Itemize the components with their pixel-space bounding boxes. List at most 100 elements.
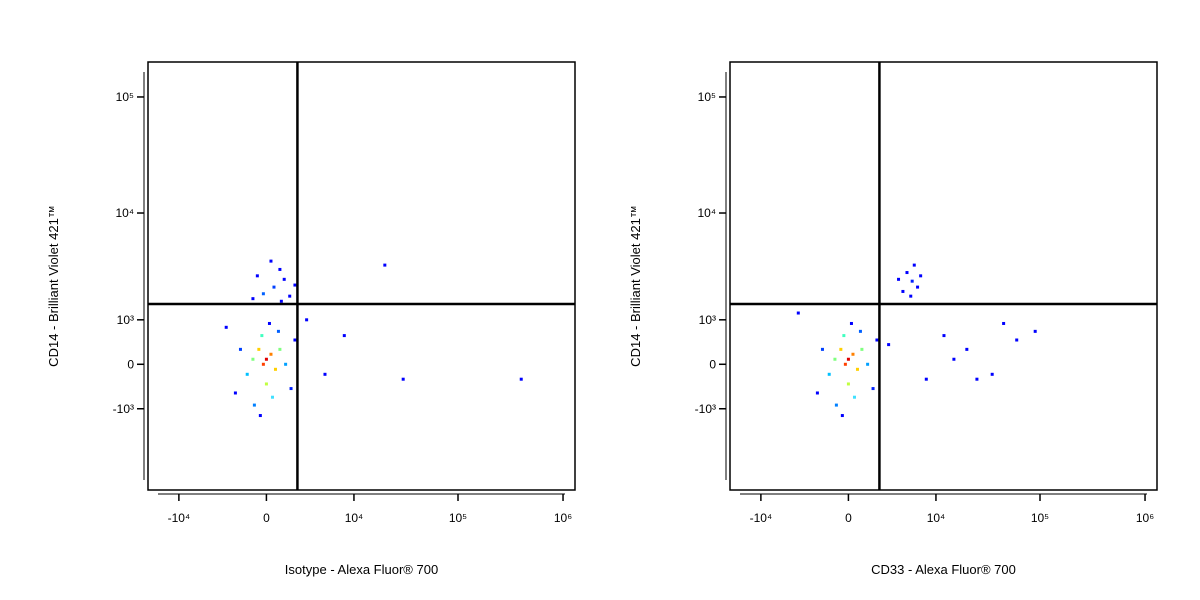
- event-dot: [860, 347, 864, 351]
- event-dot: [288, 294, 292, 298]
- event-dot: [264, 357, 268, 361]
- event-dot: [942, 334, 946, 338]
- event-dot: [1015, 338, 1019, 342]
- event-dot: [796, 311, 800, 315]
- x-tick-label: 0: [263, 511, 270, 525]
- x-tick-label: -10⁴: [168, 511, 191, 525]
- event-dot: [846, 357, 850, 361]
- y-tick-label: 10³: [117, 313, 134, 327]
- event-dot: [278, 347, 282, 351]
- y-axis-title: CD14 - Brilliant Violet 421™: [46, 205, 61, 367]
- y-axis-title: CD14 - Brilliant Violet 421™: [628, 205, 643, 367]
- x-tick-label: 10⁵: [449, 511, 467, 525]
- event-dot: [519, 377, 523, 381]
- event-dot: [975, 377, 979, 381]
- event-dot: [842, 334, 846, 338]
- event-dot: [820, 347, 824, 351]
- event-dot: [293, 338, 297, 342]
- event-dot: [267, 321, 271, 325]
- x-tick-label: -10⁴: [750, 511, 773, 525]
- event-dot: [305, 318, 309, 322]
- event-dot: [258, 414, 262, 418]
- event-dot: [289, 387, 293, 391]
- event-dot: [233, 391, 237, 395]
- event-dot: [238, 347, 242, 351]
- event-dot: [912, 263, 916, 267]
- y-tick-label: 10³: [699, 313, 716, 327]
- plot-frame: [147, 61, 576, 491]
- y-tick-label: -10³: [113, 402, 134, 416]
- event-dot: [924, 377, 928, 381]
- event-dot: [843, 362, 847, 366]
- event-dot: [257, 347, 261, 351]
- event-dot: [905, 271, 909, 275]
- y-tick-label: 0: [127, 357, 134, 371]
- x-tick-label: 10⁴: [345, 511, 364, 525]
- event-dot: [990, 372, 994, 376]
- event-dot: [245, 372, 249, 376]
- event-dot: [827, 372, 831, 376]
- event-dot: [855, 367, 859, 371]
- event-dot: [251, 297, 255, 301]
- event-dot: [901, 289, 905, 293]
- event-dot: [858, 329, 862, 333]
- event-dot: [255, 274, 259, 278]
- panel: -10⁴ 0 10⁴ 10⁵ 10⁶ -10³ 0 10³ 10⁴ 10⁵ CD33 - Alexa…: [628, 61, 1158, 577]
- event-dot: [272, 285, 276, 289]
- event-dot: [887, 343, 891, 347]
- event-dot: [839, 347, 843, 351]
- event-dot: [916, 285, 920, 289]
- event-dot: [1033, 329, 1037, 333]
- event-dot: [833, 357, 837, 361]
- event-dot: [269, 352, 273, 356]
- event-dot: [834, 403, 838, 407]
- event-dot: [815, 391, 819, 395]
- event-dot: [293, 283, 297, 287]
- event-dot: [910, 279, 914, 283]
- event-dot: [261, 362, 265, 366]
- event-dot: [1002, 321, 1006, 325]
- y-tick-label: -10³: [695, 402, 716, 416]
- x-tick-label: 10⁶: [554, 511, 572, 525]
- x-tick-label: 10⁶: [1136, 511, 1154, 525]
- event-dot: [252, 403, 256, 407]
- event-dot: [840, 414, 844, 418]
- x-tick-label: 10⁵: [1031, 511, 1049, 525]
- event-dot: [282, 277, 286, 281]
- x-axis-title: CD33 - Alexa Fluor® 700: [871, 562, 1016, 577]
- event-dot: [383, 263, 387, 267]
- event-dot: [952, 357, 956, 361]
- plot-frame: [729, 61, 1158, 491]
- x-tick-label: 0: [845, 511, 852, 525]
- panel: -10⁴ 0 10⁴ 10⁵ 10⁶ -10³ 0 10³ 10⁴ 10⁵ Isotype - Al…: [46, 61, 576, 577]
- event-dot: [919, 274, 923, 278]
- event-dot: [278, 267, 282, 271]
- y-tick-label: 10⁵: [116, 90, 134, 104]
- event-dot: [897, 277, 901, 281]
- x-tick-label: 10⁴: [927, 511, 946, 525]
- event-dot: [260, 334, 264, 338]
- x-axis-title: Isotype - Alexa Fluor® 700: [285, 562, 438, 577]
- y-tick-label: 10⁴: [697, 206, 716, 220]
- event-dot: [261, 292, 265, 296]
- event-dot: [276, 329, 280, 333]
- event-dot: [909, 294, 913, 298]
- y-tick-label: 0: [709, 357, 716, 371]
- event-dot: [401, 377, 405, 381]
- event-dot: [323, 372, 327, 376]
- event-dot: [270, 395, 274, 399]
- event-dot: [875, 338, 879, 342]
- event-dot: [871, 387, 875, 391]
- event-dot: [273, 367, 277, 371]
- event-dot: [264, 382, 268, 386]
- event-dot: [342, 334, 346, 338]
- event-dot: [279, 299, 283, 303]
- y-tick-label: 10⁵: [698, 90, 716, 104]
- event-dot: [251, 357, 255, 361]
- event-dot: [852, 395, 856, 399]
- event-dot: [224, 325, 228, 329]
- event-dot: [269, 259, 273, 263]
- event-dot: [284, 362, 288, 366]
- event-dot: [965, 347, 969, 351]
